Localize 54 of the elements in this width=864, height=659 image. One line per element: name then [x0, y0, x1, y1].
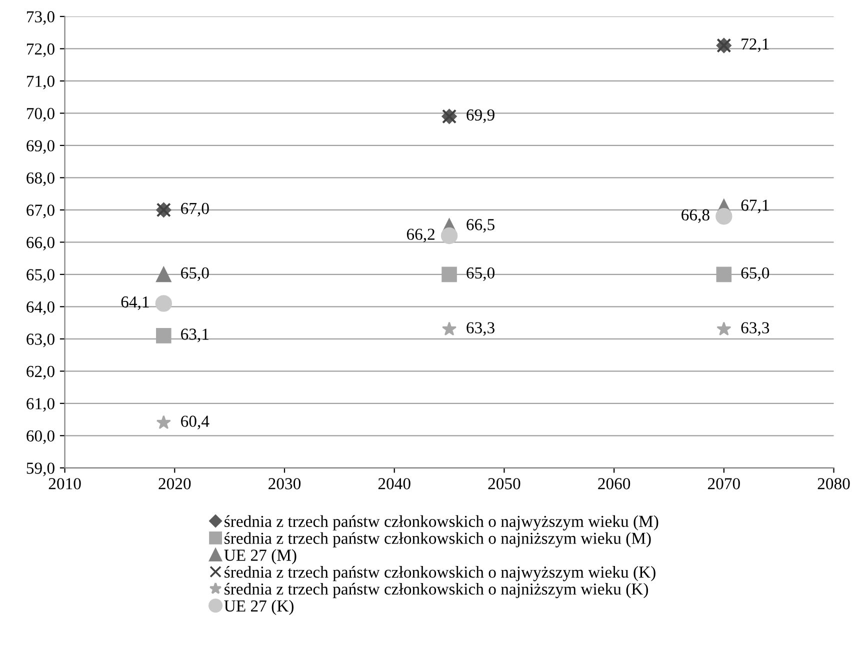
y-tick-label: 73,0: [27, 11, 54, 25]
data-label: 60,4: [181, 416, 210, 430]
point: [442, 322, 457, 336]
x-tick-label: 2060: [598, 478, 630, 490]
point: [716, 322, 732, 336]
x-tick-label: 2020: [158, 478, 191, 490]
legend-label: UE 27 (M): [224, 549, 296, 564]
y-tick-label: 59,0: [26, 462, 54, 476]
data-label: 65,0: [466, 267, 494, 281]
y-tick-label: 61,0: [26, 398, 54, 412]
y-tick-label: 65,0: [26, 269, 54, 283]
legend-label: średnia z trzech państw członkowskich o najniższym wieku (M): [224, 532, 651, 548]
y-tick-label: 72,0: [27, 43, 54, 58]
x-tick-label: 2030: [268, 478, 301, 490]
data-label: 69,9: [466, 109, 494, 123]
y-tick-label: 71,0: [27, 76, 54, 90]
data-label: 63,3: [741, 322, 770, 336]
data-label: 72,1: [742, 38, 769, 52]
x-tick-label: 2010: [48, 478, 81, 490]
data-label: 63,1: [181, 328, 208, 342]
legend-label: średnia z trzech państw członkowskich o najwyższym wieku (K): [224, 566, 656, 582]
data-label: 66,2: [406, 228, 434, 242]
x-tick-label: 2070: [708, 478, 740, 490]
legend-label: średnia z trzech państw członkowskich o najniższym wieku (K): [224, 582, 648, 598]
point: [716, 208, 732, 225]
y-tick-label: 69,0: [26, 140, 54, 154]
y-tick-label: 70,0: [27, 108, 54, 122]
y-tick-label: 63,0: [26, 334, 54, 348]
y-tick-label: 60,0: [26, 430, 54, 444]
point: [156, 415, 171, 430]
legend-label: UE 27 (K): [224, 600, 294, 615]
data-label: 67,1: [741, 200, 769, 214]
data-label: 65,0: [741, 267, 770, 281]
data-label: 66,8: [682, 209, 710, 223]
y-tick-label: 64,0: [26, 301, 54, 316]
data-label: 67,0: [181, 202, 209, 217]
y-tick-label: 68,0: [26, 172, 54, 186]
point: [716, 266, 732, 282]
data-label: 65,0: [181, 267, 209, 281]
data-label: 63,3: [466, 322, 494, 336]
legend-label: średnia z trzech państw członkowskich o najwyższym wieku (M): [224, 515, 658, 530]
point: [156, 328, 172, 344]
point: [156, 266, 172, 282]
y-tick-label: 67,0: [26, 204, 54, 218]
y-tick-label: 66,0: [26, 236, 54, 251]
data-label: 64,1: [121, 296, 149, 310]
data-label: 66,5: [466, 219, 494, 233]
point: [442, 266, 457, 282]
x-tick-label: 2050: [488, 478, 520, 490]
point: [155, 295, 172, 312]
x-tick-label: 2080: [818, 478, 850, 490]
x-tick-label: 2040: [378, 478, 410, 490]
y-tick-label: 62,0: [26, 366, 54, 380]
point: [440, 227, 458, 244]
